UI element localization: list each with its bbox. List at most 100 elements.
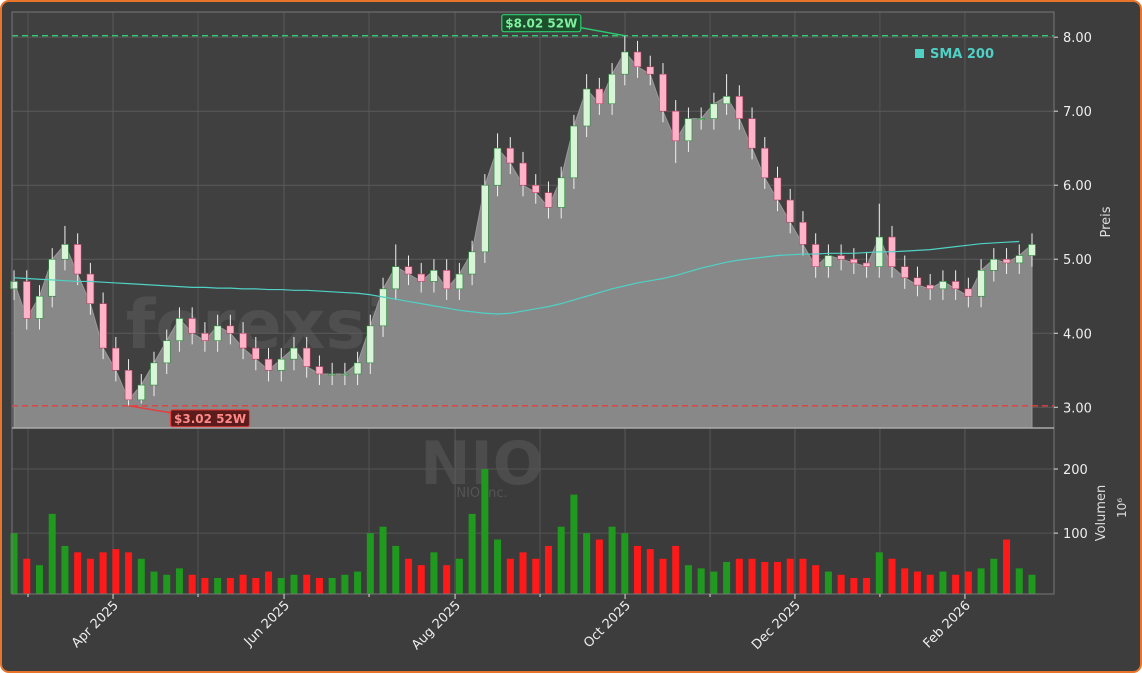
volume-bar	[875, 552, 883, 594]
candle-body	[671, 110, 680, 142]
candle-body	[468, 251, 476, 275]
candle-body	[824, 255, 833, 267]
volume-bar	[786, 558, 794, 594]
annotation-arrow	[128, 405, 171, 414]
volume-bar	[773, 561, 781, 594]
volume-bar	[366, 533, 374, 594]
y-tick-label: 6.00	[1063, 179, 1092, 194]
volume-bar	[570, 494, 578, 594]
annotation-arrow	[580, 26, 625, 37]
candle-body	[86, 273, 95, 304]
volume-bar	[379, 526, 387, 594]
volume-bar	[506, 558, 514, 594]
candle-body	[977, 270, 985, 297]
candle-body	[455, 273, 464, 290]
volume-bar	[952, 574, 960, 594]
volume-bar	[214, 577, 222, 594]
volume-bar	[939, 571, 947, 594]
volume-bar	[315, 577, 323, 594]
volume-bar	[583, 533, 591, 594]
volume-bar	[290, 574, 298, 594]
volume-bar	[1015, 568, 1023, 594]
volume-bar	[226, 577, 234, 594]
volume-bar	[74, 552, 82, 594]
annotation-box	[169, 409, 251, 428]
volume-bar	[913, 571, 921, 594]
volume-bar	[252, 577, 260, 594]
volume-bar	[519, 552, 527, 594]
volume-bar	[86, 558, 94, 594]
candle-body	[188, 318, 196, 334]
candle-body	[990, 258, 998, 271]
candle-body	[748, 118, 756, 149]
candle-body	[162, 340, 171, 364]
volume-bar	[634, 545, 642, 594]
candle-body	[1028, 244, 1036, 256]
volume-bar	[137, 558, 145, 594]
volume-bar	[824, 571, 832, 594]
candle-body	[252, 347, 260, 360]
candle-body	[175, 318, 184, 341]
volume-bar	[494, 539, 502, 594]
volume-bar	[61, 545, 69, 594]
candle-body	[964, 288, 973, 297]
volume-bar	[35, 565, 43, 594]
volume-bar	[430, 552, 438, 594]
y2-axis-label: Volumen	[1094, 485, 1109, 542]
y-tick-label: 8.00	[1063, 31, 1092, 46]
candle-body	[608, 73, 616, 105]
candle-body	[73, 244, 82, 275]
candle-body	[1015, 255, 1024, 264]
volume-bar	[544, 545, 552, 594]
volume-bar	[455, 558, 463, 594]
candle-body	[99, 303, 107, 349]
candle-body	[366, 325, 375, 364]
candle-body	[481, 184, 489, 253]
y-tick-label: 7.00	[1063, 105, 1092, 120]
candle-body	[557, 177, 565, 208]
volume-bar	[404, 558, 412, 594]
volume-bar	[392, 545, 400, 594]
volume-bar	[697, 568, 705, 594]
candle-body	[633, 51, 642, 68]
candle-body	[850, 258, 858, 264]
volume-bar	[748, 558, 756, 594]
volume-bar	[977, 568, 985, 594]
candle-body	[646, 66, 655, 75]
volume-bar	[341, 574, 349, 594]
candle-body	[442, 270, 451, 290]
y2-tick-label: 100	[1063, 527, 1088, 542]
axes-frame	[11, 11, 1055, 595]
candle-body	[353, 362, 362, 375]
candle-body	[391, 266, 400, 290]
candle-body	[201, 332, 209, 341]
candle-body	[264, 358, 273, 371]
candle-body	[786, 199, 795, 223]
legend-label: SMA 200	[930, 47, 994, 62]
y-tick-label: 4.00	[1063, 327, 1092, 342]
y-tick-label: 3.00	[1063, 401, 1092, 416]
candle-body	[595, 88, 604, 105]
volume-bar	[417, 565, 425, 594]
annotation-label: $3.02 52W	[174, 412, 246, 426]
candle-body	[35, 295, 44, 319]
volume-bar	[354, 571, 362, 594]
candle-body	[48, 258, 57, 297]
candle-body	[277, 358, 286, 371]
y2-tick-label: 200	[1063, 463, 1088, 478]
candle-body	[341, 373, 349, 376]
candle-body	[290, 347, 298, 360]
volume-bar	[850, 577, 858, 594]
volume-bar	[837, 574, 845, 594]
volume-bar	[672, 545, 680, 594]
candle-body	[506, 147, 515, 164]
y2-axis-unit: 10⁶	[1115, 498, 1129, 518]
candle-body	[799, 221, 807, 245]
volume-bar	[201, 577, 209, 594]
volume-bar	[761, 561, 769, 594]
volume-bar	[163, 574, 171, 594]
volume-bar	[646, 549, 654, 594]
candle-body	[773, 177, 782, 201]
candle-body	[621, 51, 629, 75]
